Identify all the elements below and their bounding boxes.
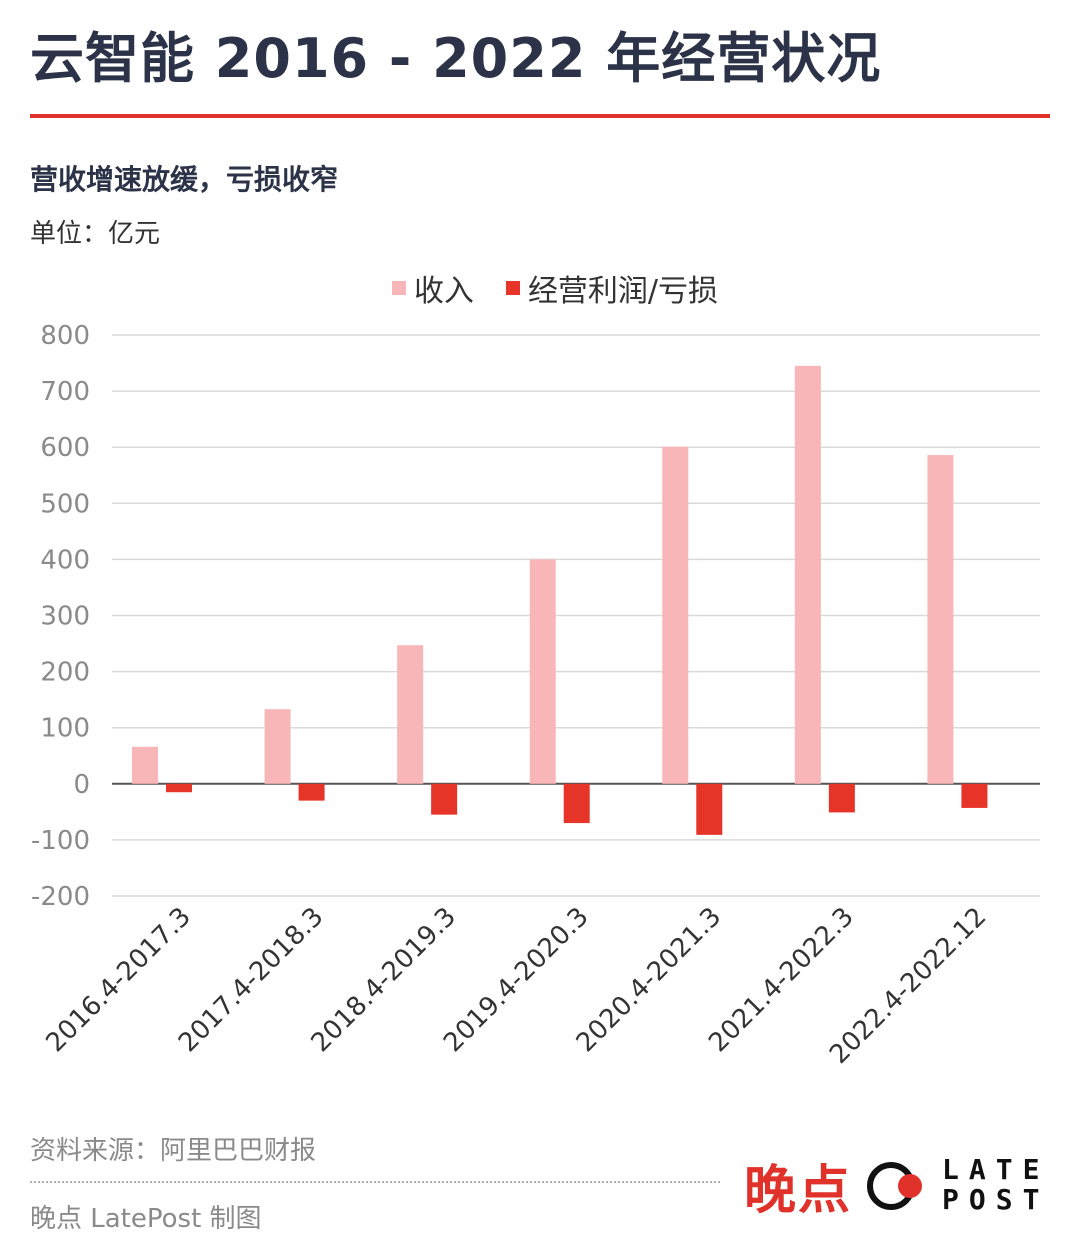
bar-revenue [794, 365, 821, 784]
x-tick-label: 2017.4-2018.3 [173, 902, 330, 1059]
title-underline [30, 114, 1050, 118]
legend-swatch-profit [505, 281, 520, 295]
y-tick-label: 700 [40, 377, 90, 407]
x-axis-tick-labels: 2016.4-2017.32017.4-2018.32018.4-2019.32… [40, 902, 992, 1070]
logo-wordmark-latin: LATE POST [942, 1155, 1049, 1215]
y-tick-label: 100 [40, 714, 90, 744]
y-axis-tick-labels: 800 700 600 500 400 300 200 100 0 -100 -200 [31, 321, 90, 912]
legend-label-revenue: 收入 [413, 274, 474, 309]
chart-title: 云智能 2016 - 2022 年经营状况 [30, 27, 882, 90]
y-tick-label: 500 [40, 489, 90, 519]
bar-revenue [264, 709, 291, 784]
logo-circle-icon [867, 1162, 923, 1210]
x-tick-label: 2021.4-2022.3 [703, 902, 860, 1059]
y-tick-label: 600 [40, 433, 90, 463]
data-source: 资料来源：阿里巴巴财报 [30, 1136, 317, 1166]
bar-profit [298, 783, 325, 801]
bar-revenue [397, 645, 424, 784]
chart-legend: 收入 经营利润/亏损 [0, 266, 1080, 310]
x-tick-label: 2016.4-2017.3 [40, 902, 197, 1059]
bar-profit [696, 783, 723, 835]
footer-divider [30, 1181, 720, 1183]
bar-revenue [529, 559, 556, 784]
latepost-logo: 晚点 LATE POST [744, 1150, 1054, 1221]
bar-profit [166, 783, 192, 793]
bar-profit [961, 783, 988, 808]
chart-credit: 晚点 LatePost 制图 [30, 1204, 262, 1234]
legend-item-revenue: 收入 [391, 266, 474, 310]
y-tick-label: -100 [31, 826, 90, 856]
chart-subtitle: 营收增速放缓，亏损收窄 [30, 163, 339, 196]
bar-profit [431, 783, 458, 815]
bar-revenue [132, 746, 158, 784]
y-tick-label: -200 [31, 882, 90, 912]
x-tick-label: 2019.4-2020.3 [438, 902, 595, 1059]
y-tick-label: 400 [40, 545, 90, 575]
logo-latin-bottom: POST [942, 1183, 1050, 1216]
y-tick-label: 300 [40, 602, 90, 632]
logo-latin-top: LATE [942, 1153, 1050, 1186]
legend-swatch-revenue [391, 281, 406, 295]
bar-profit [563, 783, 590, 824]
y-tick-label: 800 [40, 321, 90, 351]
grid-lines [112, 334, 1040, 897]
y-tick-label: 200 [40, 658, 90, 688]
legend-label-profit: 经营利润/亏损 [527, 274, 719, 309]
bar-revenue [927, 455, 954, 784]
legend-item-profit: 经营利润/亏损 [505, 266, 719, 310]
bar-revenue [662, 446, 689, 784]
unit-label: 单位：亿元 [30, 219, 161, 249]
x-tick-label: 2020.4-2021.3 [571, 902, 728, 1059]
x-tick-label: 2018.4-2019.3 [306, 902, 463, 1059]
bar-profit [828, 783, 855, 813]
logo-wordmark-cn: 晚点 [744, 1160, 853, 1221]
bar-chart: 800 700 600 500 400 300 200 100 0 -100 -200 2016.4… [31, 321, 1040, 1070]
bars [132, 365, 988, 835]
y-tick-label: 0 [73, 770, 90, 800]
